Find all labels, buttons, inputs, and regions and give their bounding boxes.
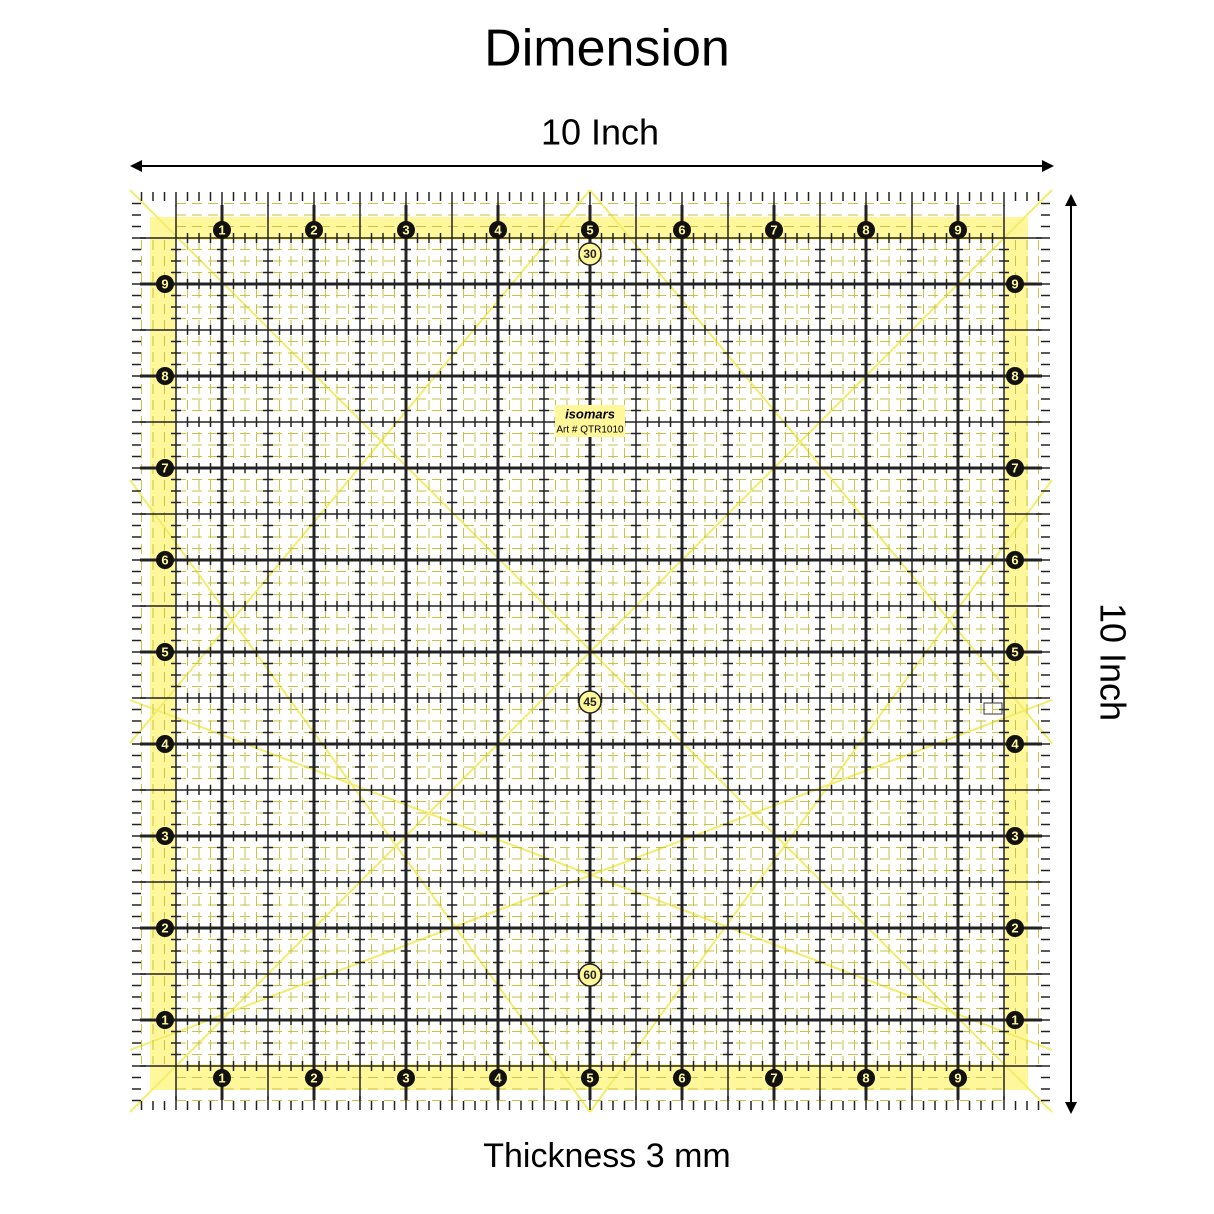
number-badge — [581, 221, 599, 239]
brand: isomars — [565, 406, 615, 421]
number-badge — [581, 1069, 599, 1087]
number-badge — [156, 1011, 174, 1029]
angle-label: 60 — [583, 968, 597, 982]
inch-number: 4 — [161, 736, 169, 751]
inch-number: 9 — [161, 276, 168, 291]
inch-number: 5 — [586, 1070, 593, 1085]
inch-number: 1 — [218, 222, 225, 237]
inch-number: 7 — [770, 1070, 777, 1085]
inch-number: 8 — [862, 222, 869, 237]
inch-number: 6 — [678, 1070, 685, 1085]
number-badge — [305, 221, 323, 239]
number-badge — [305, 1069, 323, 1087]
inch-number: 9 — [954, 1070, 961, 1085]
number-badge — [949, 1069, 967, 1087]
inch-number: 5 — [1011, 644, 1018, 659]
title: Dimension — [484, 20, 730, 78]
inch-number: 3 — [402, 222, 409, 237]
number-badge — [673, 221, 691, 239]
number-badge — [1006, 1011, 1024, 1029]
number-badge — [857, 1069, 875, 1087]
inch-number: 4 — [494, 222, 502, 237]
model: Art # QTR1010 — [556, 425, 624, 436]
number-badge — [213, 1069, 231, 1087]
inch-number: 4 — [1011, 736, 1019, 751]
width-label: 10 Inch — [541, 112, 659, 153]
inch-number: 8 — [1011, 368, 1018, 383]
number-badge — [156, 367, 174, 385]
inch-number: 5 — [161, 644, 168, 659]
inch-number: 6 — [161, 552, 168, 567]
number-badge — [1006, 643, 1024, 661]
inch-number: 8 — [161, 368, 168, 383]
number-badge — [156, 551, 174, 569]
inch-number: 3 — [1011, 828, 1018, 843]
inch-number: 1 — [218, 1070, 225, 1085]
thickness-label: Thickness 3 mm — [483, 1137, 731, 1175]
small-box — [983, 702, 1003, 715]
number-badge — [397, 1069, 415, 1087]
inch-number: 2 — [161, 920, 168, 935]
number-badge — [489, 221, 507, 239]
inch-number: 2 — [310, 1070, 317, 1085]
number-badge — [673, 1069, 691, 1087]
number-badge — [857, 221, 875, 239]
brand-box — [555, 405, 625, 437]
inch-number: 9 — [1011, 276, 1018, 291]
inch-number: 2 — [1011, 920, 1018, 935]
number-badge — [765, 1069, 783, 1087]
number-badge — [156, 827, 174, 845]
number-badge — [156, 643, 174, 661]
number-badge — [489, 1069, 507, 1087]
inch-number: 6 — [1011, 552, 1018, 567]
inch-number: 2 — [310, 222, 317, 237]
number-badge — [1006, 919, 1024, 937]
number-badge — [156, 735, 174, 753]
inch-number: 1 — [1011, 1012, 1018, 1027]
inch-number: 3 — [161, 828, 168, 843]
angle-line — [589, 479, 1053, 1113]
number-badge — [156, 919, 174, 937]
inch-number: 9 — [954, 222, 961, 237]
angle-badge — [578, 690, 602, 714]
angle-label: 30 — [583, 247, 597, 261]
angle-badge — [578, 963, 602, 987]
inch-number: 7 — [1011, 460, 1018, 475]
number-badge — [1006, 551, 1024, 569]
number-badge — [156, 459, 174, 477]
number-badge — [1006, 827, 1024, 845]
number-badge — [156, 275, 174, 293]
inch-number: 1 — [161, 1012, 168, 1027]
inch-number: 7 — [161, 460, 168, 475]
number-badge — [949, 221, 967, 239]
number-badge — [397, 221, 415, 239]
ruler — [129, 189, 1053, 1113]
inch-number: 5 — [586, 222, 593, 237]
number-badge — [1006, 735, 1024, 753]
angle-label: 45 — [583, 695, 597, 709]
height-label: 10 Inch — [1092, 603, 1133, 721]
number-badge — [213, 221, 231, 239]
number-badge — [1006, 367, 1024, 385]
inch-number: 7 — [770, 222, 777, 237]
number-badge — [1006, 459, 1024, 477]
angle-badge — [578, 242, 602, 266]
inch-number: 6 — [678, 222, 685, 237]
inch-number: 4 — [494, 1070, 502, 1085]
inch-number: 3 — [402, 1070, 409, 1085]
inch-number: 8 — [862, 1070, 869, 1085]
number-badge — [1006, 275, 1024, 293]
number-badge — [765, 221, 783, 239]
